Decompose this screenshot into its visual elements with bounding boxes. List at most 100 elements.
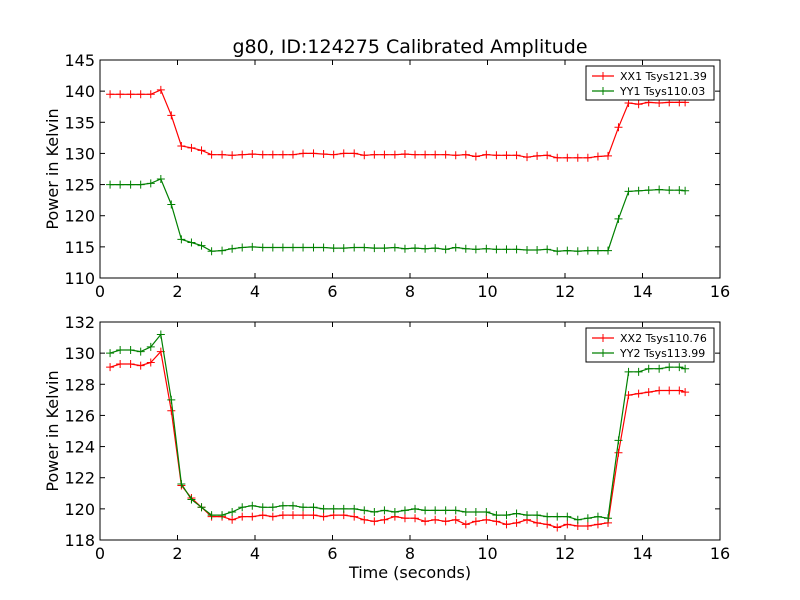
data-point-marker [146, 358, 155, 367]
series-line [109, 333, 686, 521]
data-point-marker [523, 245, 532, 254]
data-point-marker [681, 388, 690, 397]
data-point-marker [400, 514, 409, 523]
data-point-marker [350, 512, 359, 521]
legend-label: YY2 Tsys113.99 [619, 347, 705, 360]
data-point-marker [411, 514, 420, 523]
data-point-marker [492, 245, 501, 254]
data-point-marker [329, 150, 338, 159]
x-tick-label: 10 [477, 282, 497, 301]
data-point-marker [126, 360, 135, 369]
data-point-marker [573, 153, 582, 162]
data-point-marker [299, 511, 308, 520]
y-axis-label: Power in Kelvin [43, 370, 62, 491]
legend-marker [599, 72, 607, 80]
data-point-marker [228, 515, 237, 524]
data-point-marker [681, 186, 690, 195]
data-point-marker [614, 123, 623, 132]
series-2 [106, 330, 690, 524]
data-point-marker [553, 512, 562, 521]
data-point-marker [380, 506, 389, 515]
data-point-marker [390, 507, 399, 516]
data-point-marker [390, 243, 399, 252]
data-point-marker [116, 346, 125, 355]
data-point-marker [543, 151, 552, 160]
x-axis-label: Time (seconds) [348, 563, 471, 582]
data-point-marker [238, 243, 247, 252]
data-point-marker [156, 330, 165, 339]
data-point-marker [512, 509, 521, 518]
data-point-marker [228, 244, 237, 253]
data-point-marker [278, 511, 287, 520]
data-point-marker [177, 141, 186, 150]
data-point-marker [512, 245, 521, 254]
data-point-marker [288, 511, 297, 520]
data-point-marker [136, 90, 145, 99]
data-point-marker [288, 243, 297, 252]
data-point-marker [482, 515, 491, 524]
data-point-marker [675, 186, 684, 195]
x-tick-label: 0 [95, 282, 105, 301]
data-point-marker [593, 520, 602, 529]
data-point-marker [167, 406, 176, 415]
data-point-marker [167, 111, 176, 120]
x-tick-label: 0 [95, 544, 105, 563]
data-point-marker [319, 504, 328, 513]
data-point-marker [309, 503, 318, 512]
data-point-marker [288, 501, 297, 510]
data-point-marker [593, 512, 602, 521]
data-point-marker [512, 151, 521, 160]
data-point-marker [136, 347, 145, 356]
data-point-marker [492, 151, 501, 160]
data-point-marker [553, 523, 562, 532]
y-tick-label: 132 [64, 313, 95, 332]
data-point-marker [309, 243, 318, 252]
legend-marker [599, 87, 607, 95]
data-point-marker [451, 243, 460, 252]
data-point-marker [380, 515, 389, 524]
x-tick-label: 12 [555, 282, 575, 301]
legend-label: XX1 Tsys121.39 [620, 70, 707, 83]
data-point-marker [309, 149, 318, 158]
data-point-marker [228, 507, 237, 516]
data-point-marker [339, 244, 348, 253]
data-point-marker [197, 241, 206, 250]
data-point-marker [238, 512, 247, 521]
data-point-marker [431, 244, 440, 253]
y-tick-label: 118 [64, 531, 95, 550]
data-point-marker [400, 506, 409, 515]
data-point-marker [441, 506, 450, 515]
data-point-marker [167, 200, 176, 209]
data-point-marker [248, 150, 257, 159]
data-point-marker [177, 235, 186, 244]
x-tick-label: 6 [327, 282, 337, 301]
data-point-marker [177, 479, 186, 488]
data-point-marker [268, 503, 277, 512]
data-point-marker [288, 150, 297, 159]
data-point-marker [593, 152, 602, 161]
y-tick-label: 115 [64, 238, 95, 257]
data-point-marker [665, 386, 674, 395]
data-point-marker [248, 242, 257, 251]
data-point-marker [248, 501, 257, 510]
data-point-marker [461, 520, 470, 529]
data-point-marker [451, 506, 460, 515]
y-tick-label: 130 [64, 144, 95, 163]
data-point-marker [655, 364, 664, 373]
data-point-marker [563, 246, 572, 255]
data-point-marker [533, 245, 542, 254]
data-point-marker [238, 150, 247, 159]
data-point-marker [624, 367, 633, 376]
data-point-marker [665, 186, 674, 195]
data-point-marker [299, 503, 308, 512]
data-point-marker [309, 511, 318, 520]
data-point-marker [675, 363, 684, 372]
y-tick-label: 126 [64, 406, 95, 425]
data-point-marker [543, 245, 552, 254]
legend: XX2 Tsys110.76 YY2 Tsys113.99 [585, 327, 715, 363]
data-point-marker [431, 515, 440, 524]
data-point-marker [502, 151, 511, 160]
legend-label: XX2 Tsys110.76 [620, 332, 707, 345]
data-point-marker [471, 245, 480, 254]
